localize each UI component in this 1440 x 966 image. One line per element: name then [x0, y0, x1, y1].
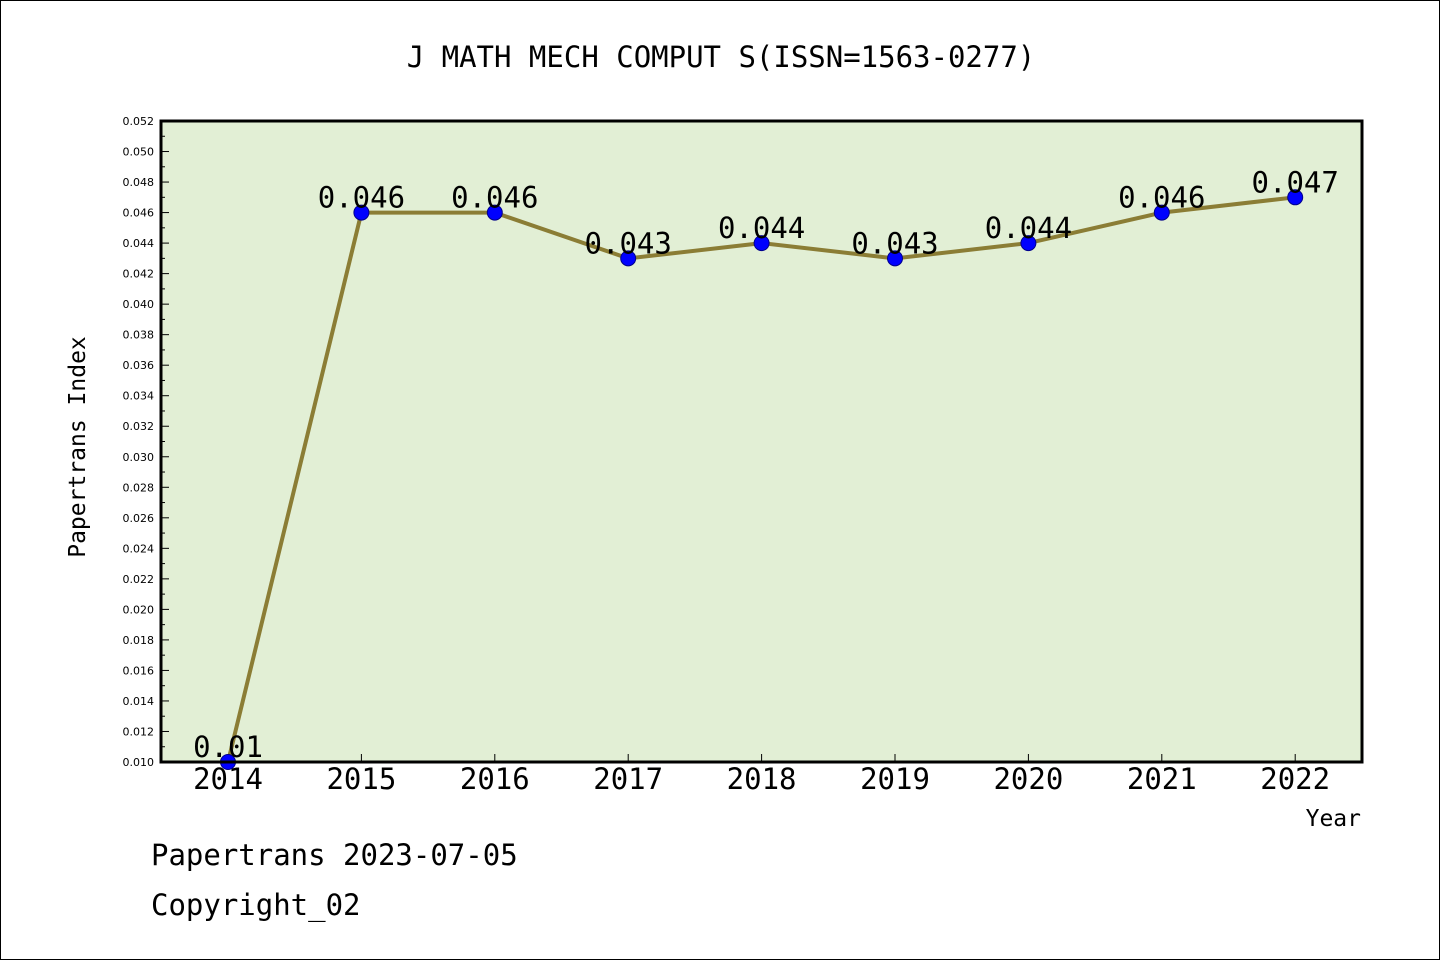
- data-point: [353, 204, 370, 221]
- y-tick-label: 0.046: [123, 207, 155, 220]
- y-tick-label: 0.038: [123, 329, 155, 342]
- x-tick-label: 2016: [460, 762, 530, 796]
- data-point: [1287, 189, 1304, 206]
- footer-date: Papertrans 2023-07-05: [151, 838, 518, 872]
- y-tick-label: 0.042: [123, 268, 155, 281]
- y-tick-label: 0.030: [123, 451, 155, 464]
- footer-copyright: Copyright_02: [151, 888, 361, 923]
- y-tick-label: 0.026: [123, 512, 155, 525]
- y-tick-label: 0.010: [123, 756, 155, 769]
- y-tick-label: 0.040: [123, 298, 155, 311]
- data-point: [887, 250, 903, 267]
- y-axis: 0.010 0.012 0.014 0.016 0.018 0.020 0.022 0.024…: [123, 115, 169, 769]
- y-tick-label: 0.048: [123, 176, 155, 189]
- data-label: 0.01: [193, 730, 263, 764]
- data-labels: 0.01 0.046 0.046 0.043 0.044 0.043 0.044 0.046 0…: [193, 165, 1339, 764]
- x-axis-label: Year: [1306, 806, 1361, 832]
- x-tick-label: 2019: [860, 762, 930, 796]
- y-tick-label: 0.052: [123, 115, 155, 128]
- y-tick-label: 0.012: [123, 725, 155, 738]
- series: [220, 189, 1304, 770]
- data-point: [1153, 204, 1170, 221]
- x-tick-label: 2020: [993, 762, 1063, 796]
- y-tick-label: 0.020: [123, 603, 155, 616]
- y-tick-label: 0.050: [123, 146, 155, 159]
- data-point: [1020, 235, 1037, 252]
- y-tick-label: 0.032: [123, 420, 155, 433]
- data-label: 0.046: [318, 181, 405, 215]
- data-label: 0.043: [851, 226, 938, 260]
- data-label: 0.043: [585, 226, 672, 260]
- x-tick-label: 2018: [727, 762, 797, 796]
- y-tick-label: 0.024: [123, 542, 155, 555]
- y-tick-label: 0.034: [123, 390, 155, 403]
- data-point: [486, 204, 503, 221]
- data-label: 0.044: [985, 211, 1072, 245]
- y-tick-label: 0.014: [123, 695, 155, 708]
- data-label: 0.046: [1118, 181, 1205, 215]
- y-tick-label: 0.018: [123, 634, 155, 647]
- y-tick-label: 0.016: [123, 664, 155, 677]
- plot-border: [159, 119, 1364, 764]
- data-label: 0.046: [451, 181, 538, 215]
- data-point: [753, 235, 770, 252]
- y-tick-label: 0.044: [123, 237, 155, 250]
- plot-area: [161, 121, 1362, 762]
- y-tick-label: 0.036: [123, 359, 155, 372]
- x-tick-label: 2022: [1260, 762, 1330, 796]
- x-axis: 2014 2015 2016 2017 2018 2019 2020 2021 2022: [193, 754, 1330, 796]
- x-tick-label: 2017: [593, 762, 663, 796]
- x-tick-label: 2015: [326, 762, 396, 796]
- y-tick-label: 0.022: [123, 573, 155, 586]
- y-axis-label: Papertrans Index: [65, 336, 91, 558]
- data-point: [620, 250, 637, 267]
- x-tick-label: 2021: [1127, 762, 1197, 796]
- data-label: 0.047: [1252, 165, 1339, 199]
- chart-title: J MATH MECH COMPUT S(ISSN=1563-0277): [407, 40, 1036, 74]
- y-tick-label: 0.028: [123, 481, 155, 494]
- data-label: 0.044: [718, 211, 805, 245]
